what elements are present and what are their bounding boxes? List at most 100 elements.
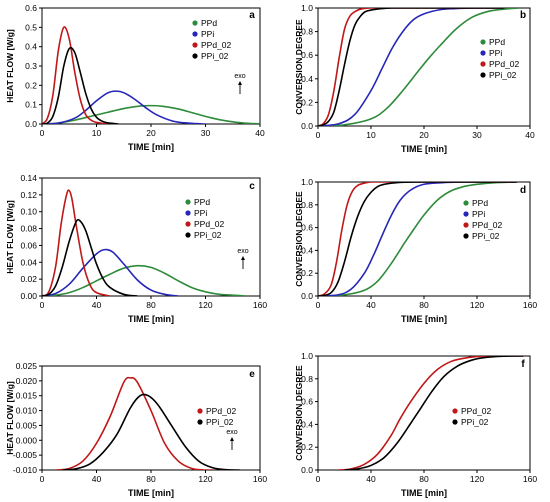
- y-tick-label: 0.2: [301, 97, 313, 107]
- y-axis-label: HEAT FLOW [W/g]: [5, 381, 15, 455]
- panel-label: b: [520, 10, 526, 21]
- x-tick-label: 120: [470, 474, 484, 484]
- y-tick-label: 0.4: [301, 245, 313, 255]
- exo-arrow-icon: [241, 256, 245, 269]
- x-tick-label: 20: [146, 128, 156, 138]
- x-tick-label: 10: [366, 130, 376, 140]
- x-tick-label: 80: [419, 300, 429, 310]
- y-tick-label: 1.0: [301, 177, 313, 187]
- y-tick-label: 0.4: [301, 419, 313, 429]
- series-line-ppi-02: [318, 182, 517, 296]
- y-tick-label: 0.0: [301, 291, 313, 301]
- x-tick-label: 120: [198, 300, 212, 310]
- y-tick-label: 0.025: [16, 361, 38, 371]
- exo-arrow-icon: [230, 437, 234, 450]
- series-line-ppi-02: [42, 46, 119, 124]
- legend-marker: [192, 42, 198, 48]
- y-tick-label: 0.6: [301, 397, 313, 407]
- x-tick-label: 40: [366, 474, 376, 484]
- y-tick-label: 0.0: [301, 121, 313, 131]
- y-tick-label: 0.2: [25, 80, 37, 90]
- legend-marker: [192, 53, 198, 59]
- series-line-ppi-02: [318, 8, 504, 126]
- series-line-ppd-02: [55, 376, 213, 470]
- y-tick-label: 0.10: [20, 207, 37, 217]
- x-axis-label: TIME [min]: [401, 488, 447, 498]
- legend-marker: [185, 199, 191, 205]
- exo-annotation: exo: [226, 429, 237, 436]
- legend-entry: PPd_02: [206, 406, 237, 416]
- legend-entry: PPd: [201, 18, 217, 28]
- y-tick-label: 0.1: [25, 100, 37, 110]
- legend-marker: [197, 408, 203, 414]
- chart-panel-f: 0 40 80 120 160 0.0 0.2 0.4 0.6 0.8 1.0 TIME [min] C…: [294, 351, 537, 498]
- x-tick-label: 0: [316, 130, 321, 140]
- x-tick-label: 160: [253, 474, 267, 484]
- legend-entry: PPi_02: [461, 417, 489, 427]
- y-tick-label: 0.6: [25, 3, 37, 13]
- x-axis-label: TIME [min]: [128, 314, 174, 324]
- x-tick-label: 40: [255, 128, 265, 138]
- legend-entry: PPi_02: [206, 417, 234, 427]
- y-tick-label: -0.005: [13, 450, 37, 460]
- x-tick-label: 40: [92, 474, 102, 484]
- x-tick-label: 0: [316, 300, 321, 310]
- y-tick-label: 0.0: [25, 119, 37, 129]
- legend-marker: [192, 31, 198, 37]
- legend-marker: [185, 210, 191, 216]
- y-tick-label: 0.3: [25, 61, 37, 71]
- y-tick-label: 0.6: [301, 50, 313, 60]
- y-tick-label: 0.015: [16, 391, 38, 401]
- y-axis-label: CONVERSION DEGREE: [294, 19, 304, 115]
- x-tick-label: 40: [92, 300, 102, 310]
- legend-entry: PPi: [201, 29, 214, 39]
- legend-marker: [197, 419, 203, 425]
- legend-marker: [463, 200, 469, 206]
- legend-marker: [480, 50, 486, 56]
- x-axis-label: TIME [min]: [128, 488, 174, 498]
- legend-marker: [452, 419, 458, 425]
- y-tick-label: 1.0: [301, 351, 313, 361]
- exo-arrow-icon: [238, 81, 242, 94]
- x-tick-label: 120: [470, 300, 484, 310]
- legend-entry: PPi_02: [194, 230, 222, 240]
- panel-label: f: [521, 359, 525, 370]
- series-line-ppi: [42, 248, 179, 296]
- series-line-ppd-02: [318, 8, 504, 126]
- x-tick-label: 0: [40, 474, 45, 484]
- legend-entry: PPd_02: [472, 220, 503, 230]
- y-tick-label: 0.2: [301, 442, 313, 452]
- y-tick-label: 0.0: [301, 465, 313, 475]
- legend-entry: PPi: [489, 48, 502, 58]
- series-line-ppi-02: [42, 218, 138, 296]
- legend-entry: PPi_02: [472, 231, 500, 241]
- series-line-ppd: [42, 104, 260, 124]
- y-tick-label: 0.04: [20, 257, 37, 267]
- y-axis-label: HEAT FLOW [W/g]: [5, 200, 15, 274]
- legend-entry: PPd: [194, 197, 210, 207]
- x-tick-label: 10: [92, 128, 102, 138]
- legend-marker: [463, 222, 469, 228]
- plot-frame: [41, 7, 261, 125]
- y-axis-label: CONVERSION DEGREE: [294, 191, 304, 287]
- chart-panel-b: 0 10 20 30 40 0.0 0.2 0.4 0.6 0.8 1.0 TIME [min] CON…: [294, 3, 535, 154]
- legend-marker: [480, 61, 486, 67]
- x-tick-label: 40: [525, 130, 535, 140]
- legend-marker: [480, 72, 486, 78]
- y-tick-label: 0.4: [301, 74, 313, 84]
- legend-entry: PPi: [194, 208, 207, 218]
- x-tick-label: 80: [146, 300, 156, 310]
- plot-frame: [317, 355, 531, 471]
- y-tick-label: 0.12: [20, 190, 37, 200]
- y-tick-label: 0.8: [301, 374, 313, 384]
- panel-label: e: [249, 369, 255, 380]
- x-axis-label: TIME [min]: [401, 144, 447, 154]
- x-tick-label: 160: [523, 300, 537, 310]
- y-tick-label: 0.14: [20, 173, 37, 183]
- legend-marker: [463, 233, 469, 239]
- chart-panel-a: 0 10 20 30 40 0.0 0.1 0.2 0.3 0.4 0.5 0.6 TIME [min]…: [5, 3, 265, 152]
- y-tick-label: 0.8: [301, 200, 313, 210]
- series-line-ppi: [42, 90, 206, 124]
- x-tick-label: 0: [316, 474, 321, 484]
- x-tick-label: 80: [146, 474, 156, 484]
